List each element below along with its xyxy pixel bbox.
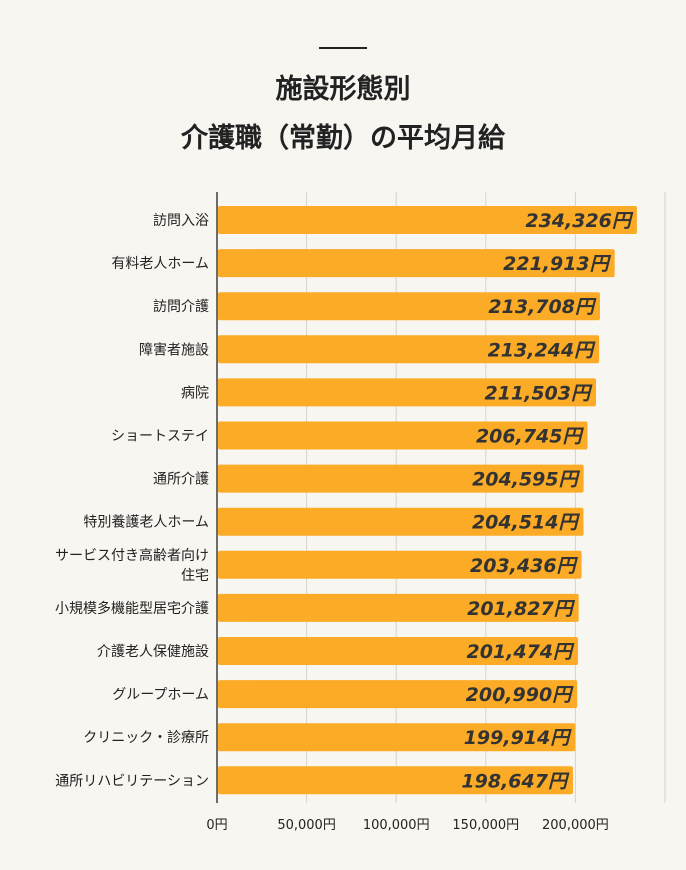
data-label: 213,244円 <box>488 339 597 361</box>
category-label: サービス付き高齢者向け <box>55 547 209 564</box>
bar <box>218 206 637 234</box>
data-label: 203,436円 <box>470 555 579 577</box>
category-label: クリニック・診療所 <box>83 729 209 746</box>
x-tick-label: 0円 <box>206 818 227 833</box>
category-label: 通所介護 <box>153 472 209 488</box>
x-tick-label: 100,000円 <box>363 818 430 833</box>
bar <box>218 464 584 493</box>
chart-title-line-2: 介護職（常勤）の平均月給 <box>181 123 505 154</box>
data-label: 211,503円 <box>484 382 593 404</box>
category-label: 特別養護老人ホーム <box>83 514 209 531</box>
bar <box>218 335 600 364</box>
data-label: 200,990円 <box>466 684 575 706</box>
bar <box>218 421 588 450</box>
bar <box>218 550 582 579</box>
category-label: ショートステイ <box>111 429 209 445</box>
bar <box>218 378 597 407</box>
category-label: 訪問介護 <box>153 299 209 315</box>
bar <box>218 292 600 321</box>
bar <box>218 680 578 709</box>
category-label: 小規模多機能型居宅介護 <box>55 600 209 617</box>
category-label: 通所リハビリテーション <box>55 773 209 789</box>
category-label: 介護老人保健施設 <box>97 644 209 660</box>
x-tick-label: 50,000円 <box>277 818 336 833</box>
data-label: 206,745円 <box>476 426 585 448</box>
bar <box>218 249 615 278</box>
x-tick-label: 200,000円 <box>542 818 609 833</box>
title-decoration-line <box>319 47 367 49</box>
data-label: 201,474円 <box>466 641 575 663</box>
data-label: 201,827円 <box>467 598 576 620</box>
bar <box>218 507 584 536</box>
x-tick-label: 150,000円 <box>452 818 519 833</box>
category-label: 訪問入浴 <box>153 213 209 229</box>
data-label: 204,595円 <box>472 469 581 491</box>
category-label: 病院 <box>181 385 209 401</box>
data-label: 199,914円 <box>464 727 573 749</box>
category-label: 有料老人ホーム <box>111 256 209 272</box>
data-label: 221,913円 <box>503 253 612 275</box>
bar <box>218 766 573 795</box>
category-label: 障害者施設 <box>139 342 209 358</box>
category-label: グループホーム <box>112 687 209 703</box>
bar <box>218 593 579 622</box>
bar <box>218 637 579 665</box>
data-label: 213,708円 <box>488 296 597 318</box>
data-label: 204,514円 <box>472 512 581 534</box>
chart-title-line-1: 施設形態別 <box>275 74 411 105</box>
bar <box>218 723 576 752</box>
data-label: 198,647円 <box>461 770 570 792</box>
category-label: 住宅 <box>181 568 209 584</box>
data-label: 234,326円 <box>525 210 634 232</box>
